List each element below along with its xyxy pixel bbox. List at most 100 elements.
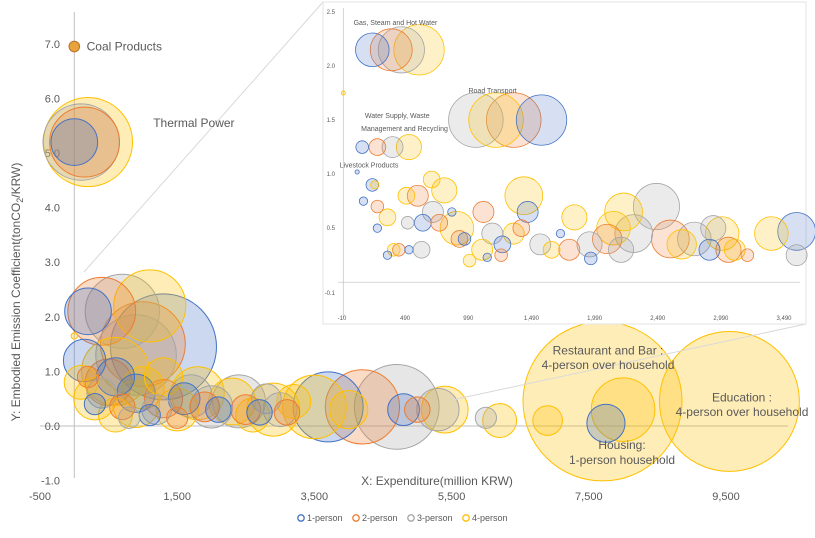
inset-bubble-1-person — [555, 228, 566, 239]
x-tick-label: 3,500 — [301, 491, 329, 503]
annotation: 4-person over household — [676, 405, 809, 419]
inset-bubble-3-person — [381, 136, 404, 158]
x-axis-title: X: Expenditure(million KRW) — [361, 474, 513, 488]
y-tick-label: 1.0 — [45, 366, 60, 378]
inset-bubble-4-person — [439, 210, 475, 246]
legend-marker — [462, 514, 470, 522]
legend-marker — [297, 514, 305, 522]
inset-y-tick-label: 1.5 — [327, 118, 336, 124]
inset-bubble-1-person — [354, 169, 360, 175]
connector-line — [83, 1, 324, 273]
annotation: Housing: — [598, 438, 645, 452]
inset-annotation: Water Supply, Waste — [365, 113, 430, 120]
bubble-1-person — [205, 396, 232, 423]
bubble-4-person — [532, 405, 563, 436]
inset-bubble-4-person — [754, 216, 789, 251]
inset-bubble-2-person — [430, 213, 449, 232]
inset-bubble-2-person — [740, 248, 755, 262]
inset-frame — [322, 1, 807, 325]
inset-bubble-3-person — [422, 201, 444, 223]
inset-bubble-2-person — [369, 28, 413, 72]
bubble-4-person — [112, 380, 160, 428]
legend-label: 2-person — [362, 513, 398, 523]
bubble-1-person — [586, 403, 626, 443]
inset-bubble-1-person — [355, 140, 369, 154]
bubble-1-person — [64, 287, 112, 336]
inset-x-tick-label: 1,490 — [524, 316, 540, 322]
bubble-2-person — [68, 40, 81, 53]
bubble-1-person — [246, 399, 273, 426]
y-tick-label: 3.0 — [45, 257, 60, 269]
inset-x-tick-label: 2,490 — [650, 316, 666, 322]
bubble-3-person — [95, 314, 177, 396]
bubble-1-person — [387, 393, 420, 427]
legend: 1-person 2-person 3-person 4-person — [297, 513, 508, 523]
inset-bubble-2-person — [368, 138, 387, 156]
inset-bubble-4-person — [542, 240, 561, 259]
bubble-4-person — [70, 332, 78, 340]
inset-bubble-4-person — [422, 170, 441, 189]
connector-line — [451, 323, 807, 401]
bubble-4-person — [420, 385, 469, 434]
annotation: Restaurant and Bar : — [553, 344, 664, 358]
bubble-4-person — [113, 269, 187, 343]
bubble-4-person — [73, 377, 117, 421]
inset-bubble-1-person — [382, 250, 393, 260]
inset-bubble-3-person — [481, 222, 504, 245]
bubble-3-person — [251, 383, 282, 415]
x-tick-label: 1,500 — [163, 491, 191, 503]
bubble-2-person — [67, 276, 137, 346]
legend-marker — [352, 514, 360, 522]
legend-label: 1-person — [307, 513, 343, 523]
inset-bubble-4-person — [561, 204, 588, 231]
bubble-1-person — [167, 382, 201, 416]
y-tick-label: 7.0 — [45, 39, 60, 51]
inset-connector-lines — [83, 1, 807, 401]
inset-y-tick-label: 1.0 — [327, 172, 336, 178]
bubble-4-person — [329, 390, 369, 430]
inset-bubble-3-person — [400, 216, 415, 230]
inset-bubble-2-person — [512, 219, 531, 237]
inset-bubble-1-person — [414, 213, 432, 232]
legend-entry-1-person: 1-person — [297, 513, 343, 523]
bubble-2-person — [273, 399, 301, 426]
inset-x-tick-label: 990 — [463, 316, 474, 322]
x-tick-label: -500 — [29, 491, 51, 503]
inset-bubble-1-person — [447, 207, 457, 217]
inset-bubble-4-person — [604, 192, 643, 232]
inset-annotation: Livestock Products — [340, 163, 399, 170]
bubble-4-person — [63, 364, 99, 400]
inset-y-tick-label: -0.1 — [325, 291, 336, 297]
y-tick-label: -1.0 — [41, 476, 60, 488]
annotation: Thermal Power — [153, 116, 234, 130]
inset-bubble-1-person — [482, 252, 492, 262]
inset-bubble-1-person — [584, 251, 598, 266]
inset-bubble-4-person — [387, 243, 401, 257]
bubble-3-person — [474, 406, 497, 429]
bubble-1-person — [138, 403, 161, 427]
inset-bubble-2-person — [494, 248, 508, 262]
inset-bubble-4-person — [340, 90, 346, 96]
inset-bubble-1-person — [358, 196, 369, 206]
bubble-2-person — [404, 396, 431, 423]
inset-bubble-2-person — [472, 201, 495, 223]
bubble-3-person — [141, 394, 172, 425]
bubble-2-person — [189, 391, 220, 423]
inset-annotation: Gas, Steam and Hot Water — [354, 20, 438, 27]
inset-bubble-3-person — [576, 231, 603, 258]
bubble-3-person — [353, 363, 440, 450]
inset-bubble-4-person — [370, 180, 380, 190]
inset-y-tick-label: 0.5 — [327, 226, 336, 232]
inset-bubble-1-person — [516, 201, 539, 223]
inset-bubble-1-person — [355, 32, 390, 68]
y-axis-title: Y: Embodied Emission Coefficient(tonCO2/… — [9, 163, 25, 422]
bubble-3-person — [84, 273, 160, 349]
main-plot: -500 1,500 3,500 5,500 7,500 9,500 -1.0 0.0 1.0 2… — [29, 12, 800, 503]
inset-bubble-3-person — [412, 240, 431, 259]
inset-bubble-1-person — [777, 212, 815, 251]
inset-bubble-4-person — [395, 134, 422, 161]
bubble-4-person — [282, 374, 347, 440]
bubble-2-person — [166, 406, 189, 429]
inset-bubble-1-person — [457, 232, 472, 246]
bubble-4-person — [658, 330, 800, 472]
